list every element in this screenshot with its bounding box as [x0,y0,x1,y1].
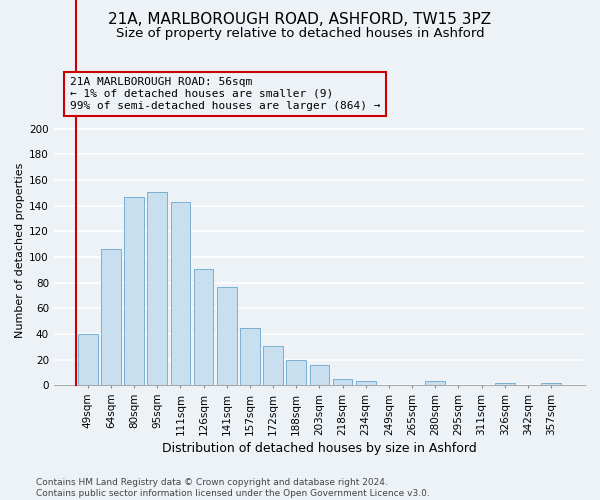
Bar [194,268,214,386]
Y-axis label: Number of detached properties: Number of detached properties [15,163,25,338]
Bar [240,328,260,386]
Bar [148,192,167,386]
Bar [170,202,190,386]
Text: Size of property relative to detached houses in Ashford: Size of property relative to detached ho… [116,28,484,40]
Bar [124,196,144,386]
Text: 21A, MARLBOROUGH ROAD, ASHFORD, TW15 3PZ: 21A, MARLBOROUGH ROAD, ASHFORD, TW15 3PZ [109,12,491,28]
Bar [310,365,329,386]
Bar [286,360,306,386]
Bar [541,382,561,386]
Bar [495,382,515,386]
Bar [263,346,283,386]
Bar [333,379,352,386]
Text: 21A MARLBOROUGH ROAD: 56sqm
← 1% of detached houses are smaller (9)
99% of semi-: 21A MARLBOROUGH ROAD: 56sqm ← 1% of deta… [70,78,380,110]
Text: Contains HM Land Registry data © Crown copyright and database right 2024.
Contai: Contains HM Land Registry data © Crown c… [36,478,430,498]
Bar [356,382,376,386]
X-axis label: Distribution of detached houses by size in Ashford: Distribution of detached houses by size … [162,442,477,455]
Bar [101,250,121,386]
Bar [78,334,98,386]
Bar [425,382,445,386]
Bar [217,286,236,386]
